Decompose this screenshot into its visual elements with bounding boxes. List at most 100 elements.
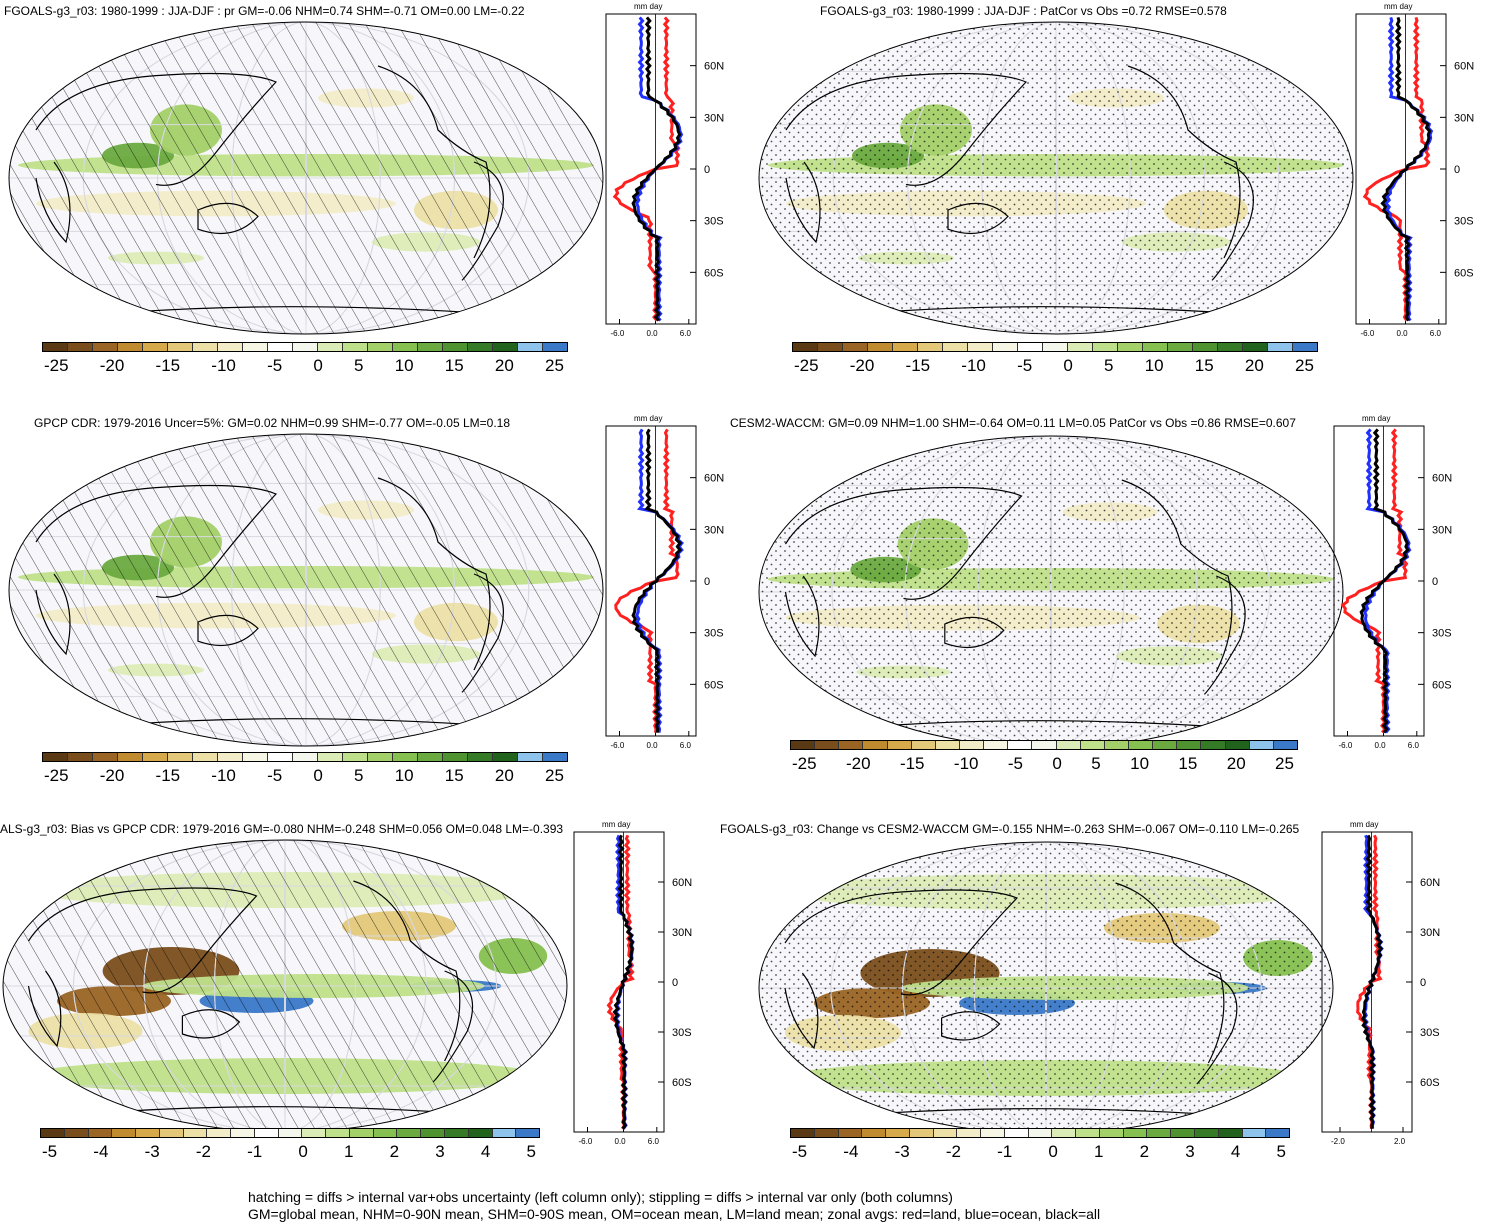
colorbar-tick-label: -5 [1007,754,1023,773]
colorbar-swatch [959,741,985,749]
panel-p5: ALS-g3_r03: Bias vs GPCP CDR: 1979-2016 … [0,816,740,1186]
colorbar-swatch [933,1129,958,1137]
lat-label: 60S [672,1077,692,1089]
x-tick-label: 0.0 [1375,741,1387,750]
colorbar-tick-label: 5 [1276,1142,1286,1161]
colorbar-swatch [421,1129,446,1137]
colorbar-swatch [1043,343,1068,351]
colorbar-tick-label: 10 [394,766,414,785]
colorbar-tick-label: 25 [545,766,564,785]
colorbar-swatch [368,753,393,761]
zonal-mean-plot: mm day 60N 30N 0 30S 60S -6.0 0.0 6.0 [1355,2,1474,338]
colorbar-labels: -25 -20 -15 -10 -5 0 5 10 15 20 25 [794,356,1314,376]
colorbar-swatch [349,1129,374,1137]
colorbar-swatch [1080,741,1105,749]
colorbar-tick-label: 5 [1091,754,1101,773]
panel-title: FGOALS-g3_r03: Change vs CESM2-WACCM GM=… [720,822,1300,836]
colorbar-tick-label: 25 [1275,754,1294,773]
colorbar-tick-label: -10 [211,356,236,375]
units-label: mm day [1362,414,1390,423]
colorbar-tick-label: -20 [849,356,875,375]
colorbar-tick-label: -20 [99,356,125,375]
colorbar-tick-label: 10 [1144,356,1164,375]
colorbar-tick-label: -10 [961,356,986,375]
colorbar-swatch [393,753,418,761]
colorbar-tick-label: -1 [247,1142,263,1161]
colorbar-swatch [493,753,518,761]
colorbar-labels: -25 -20 -15 -10 -5 0 5 10 15 20 25 [44,766,564,786]
colorbar-swatch [492,1129,517,1137]
colorbar-swatch [1056,741,1081,749]
panel-title: FGOALS-g3_r03: 1980-1999 : JJA-DJF : pr … [4,4,525,18]
colorbar-swatch [193,343,218,351]
x-tick-label: 6.0 [648,1137,660,1146]
plot-frame [605,13,697,325]
colorbar-swatch [493,343,518,351]
colorbar-swatch [943,343,968,351]
colorbar-tick-label: 5 [354,356,364,375]
colorbar-swatch [468,1129,493,1137]
lat-label: 60N [704,473,724,485]
lat-label: 30N [1454,112,1474,124]
colorbar-swatch [909,1129,934,1137]
colorbar-tick-label: -4 [843,1142,859,1161]
panel-title: FGOALS-g3_r03: 1980-1999 : JJA-DJF : Pat… [820,4,1227,18]
units-label: mm day [1350,820,1378,829]
colorbar-swatch [518,753,543,761]
colorbar-swatch [1201,741,1226,749]
panel-p3: GPCP CDR: 1979-2016 Uncer=5%: GM=0.02 NH… [0,408,740,808]
colorbar-swatch [231,1129,255,1137]
colorbar-swatch [1147,1129,1172,1137]
lat-label: 30S [1454,216,1474,228]
colorbar-swatch [293,753,318,761]
colorbar-tick-label: -4 [93,1142,109,1161]
colorbar-tick-label: 20 [494,356,514,375]
panel-p2: FGOALS-g3_r03: 1980-1999 : JJA-DJF : Pat… [750,0,1494,400]
colorbar-swatch [93,343,118,351]
lat-label: 60N [1454,61,1474,73]
colorbar-swatch [543,753,567,761]
colorbar-swatch [136,1129,160,1137]
plot-frame [1355,13,1447,325]
lat-label: 30S [1420,1027,1440,1039]
colorbar-tick-label: 10 [1130,754,1150,773]
lat-label: 30N [1420,927,1440,939]
colorbar-swatch [1225,741,1250,749]
panel-p6: FGOALS-g3_r03: Change vs CESM2-WACCM GM=… [720,816,1494,1186]
lat-label: 60S [704,267,724,279]
colorbar-swatch [791,741,816,749]
colorbar-tick-label: -25 [794,356,819,375]
panel-title: ALS-g3_r03: Bias vs GPCP CDR: 1979-2016 … [0,822,564,836]
lat-label: 60N [672,877,692,889]
colorbar-swatch [818,343,843,351]
colorbar-tick-label: 25 [545,356,564,375]
colorbar [40,1128,540,1138]
colorbar-swatch [1068,343,1093,351]
colorbar-swatch [1242,1129,1267,1137]
lat-label: 60S [704,679,724,691]
colorbar-tick-label: 5 [354,766,364,785]
x-tick-label: 0.0 [615,1137,627,1146]
colorbar-tick-label: -5 [42,1142,58,1161]
colorbar-tick-label: 0 [298,1142,308,1161]
x-tick-label: -6.0 [611,741,625,750]
map-plot [8,433,604,747]
lat-label: 60N [1420,877,1440,889]
colorbar-swatch [868,343,893,351]
zonal-mean-line [1340,428,1410,734]
x-tick-label: -2.0 [1331,1137,1345,1146]
colorbar-swatch [1052,1129,1077,1137]
colorbar-swatch [41,1129,65,1137]
colorbar [42,342,568,352]
colorbar-swatch [88,1129,113,1137]
colorbar-swatch [1008,741,1033,749]
colorbar-swatch [159,1129,184,1137]
colorbar-swatch [68,753,93,761]
colorbar-swatch [93,753,118,761]
colorbar-tick-label: 10 [394,356,414,375]
colorbar-swatch [1195,1129,1219,1137]
colorbar-swatch [254,1129,279,1137]
colorbar-swatch [343,343,368,351]
colorbar-swatch [193,753,218,761]
colorbar-swatch [981,1129,1005,1137]
